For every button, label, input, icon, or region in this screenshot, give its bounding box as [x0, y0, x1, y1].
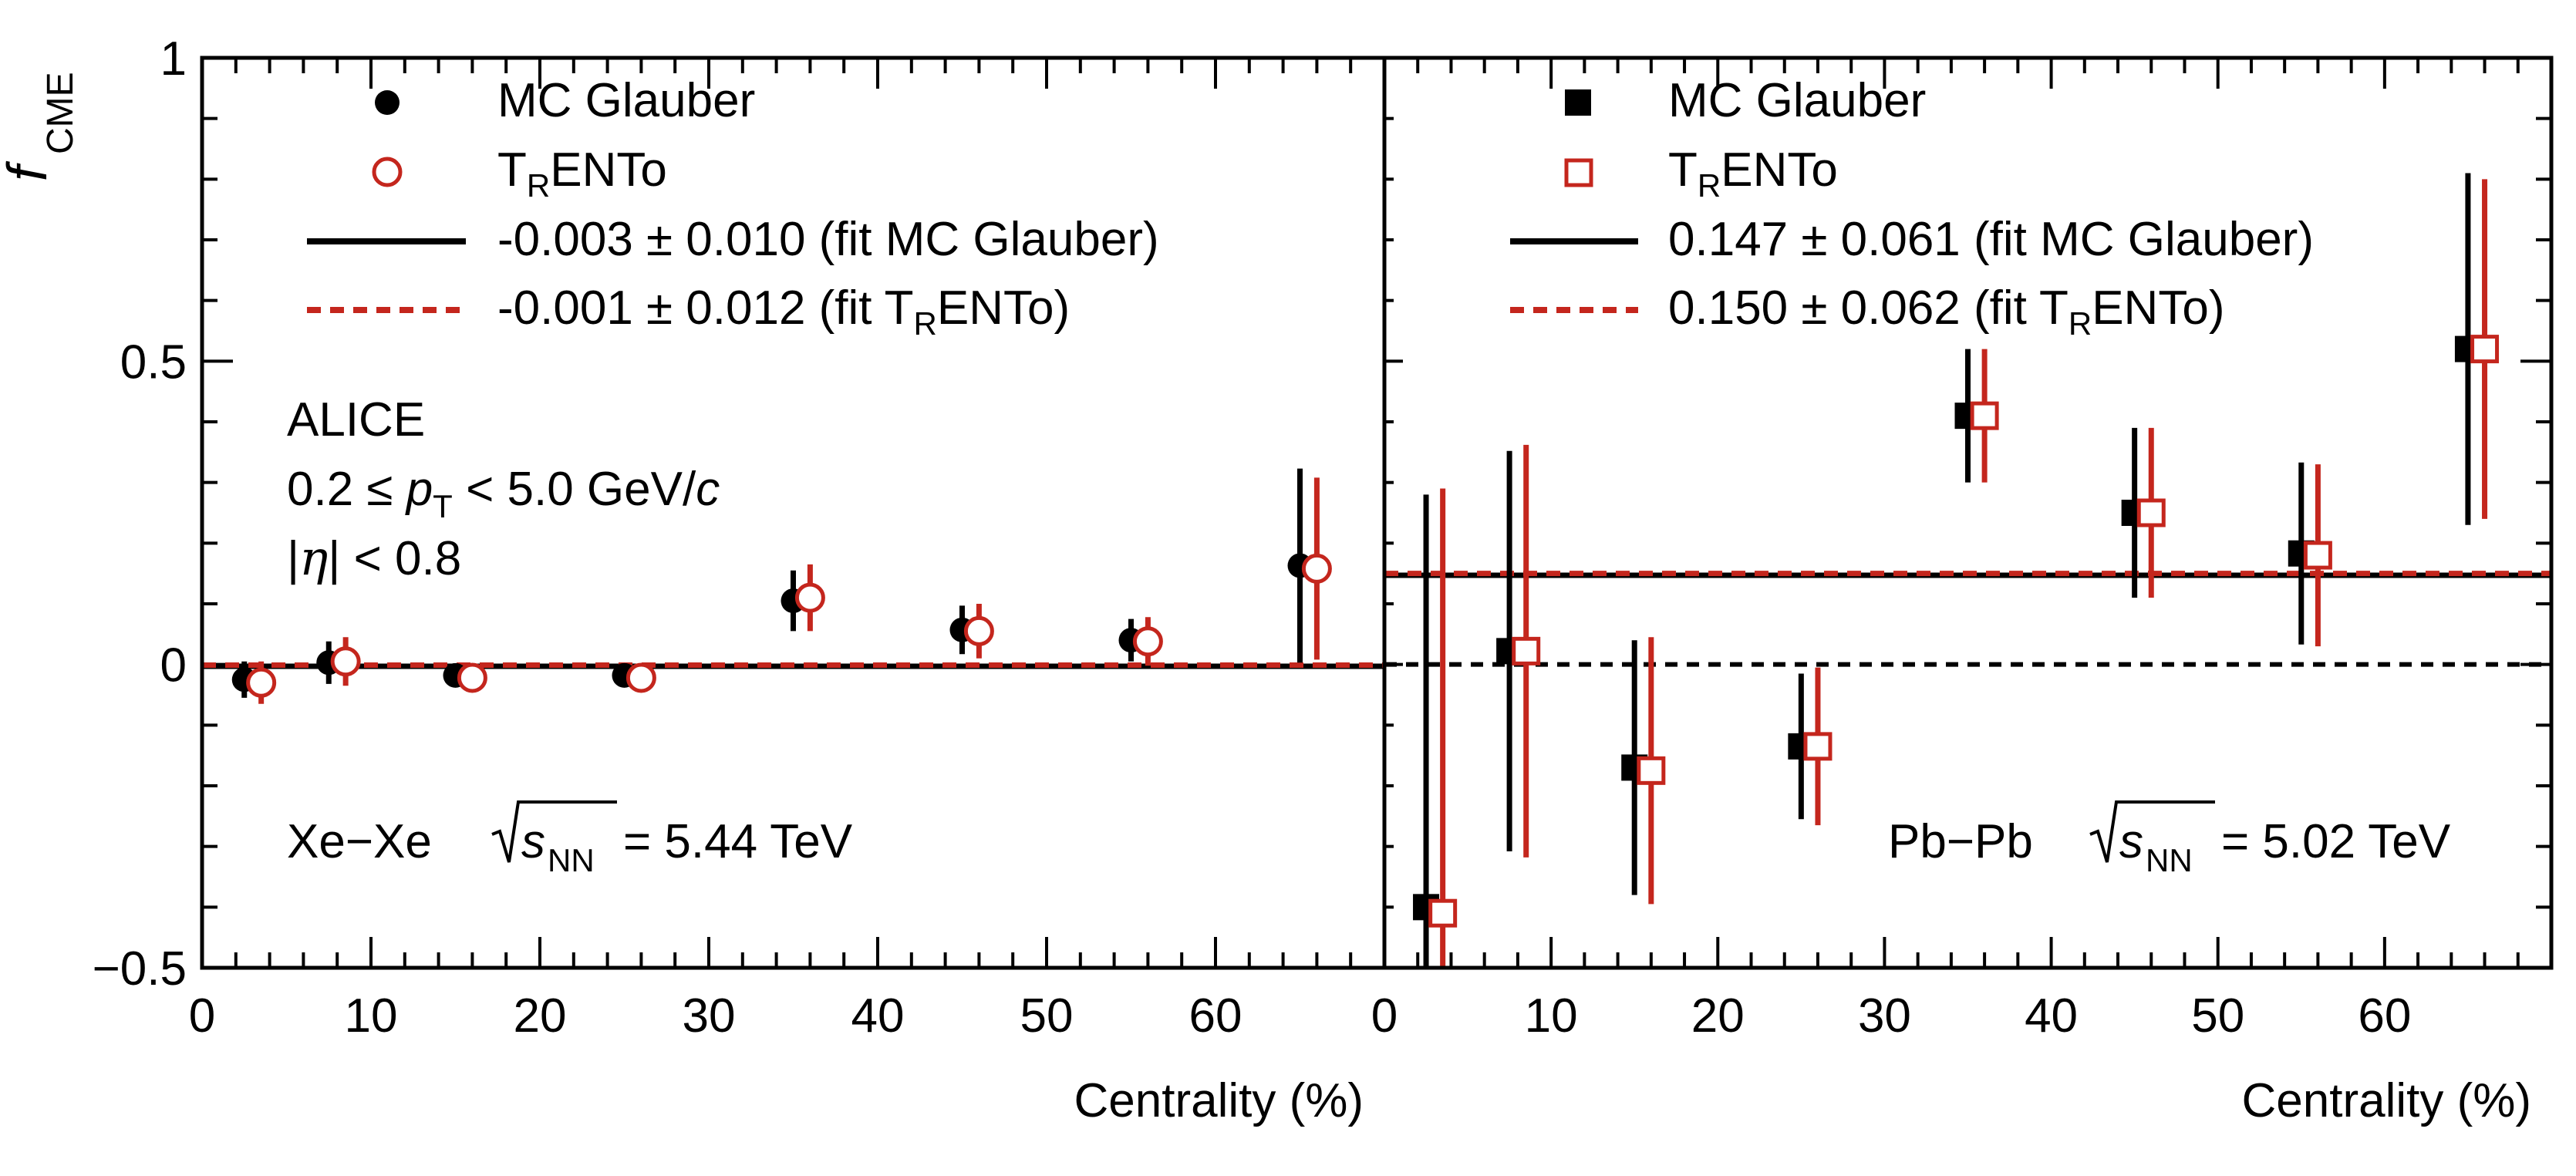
right-legend-marker-trento — [1564, 158, 1593, 187]
right-x-tick-label: 10 — [1525, 989, 1578, 1043]
right-x-tick-label: 30 — [1858, 989, 1911, 1043]
y-tick-label: 0 — [160, 639, 187, 692]
plot-frame — [200, 56, 2554, 970]
right-x-axis-label: Centrality (%) — [2241, 1074, 2531, 1127]
right-system-label: Pb−Pb s NN = 5.02 TeV — [1888, 800, 2451, 878]
left-x-tick-label: 20 — [514, 989, 567, 1043]
right-x-tick-label: 60 — [2358, 989, 2411, 1043]
right-legend-label-trento: TRENTo — [1668, 143, 1838, 204]
left-legend-marker-trento — [372, 157, 403, 187]
right-legend-label-glauber: MC Glauber — [1668, 74, 1926, 127]
left-legend: MC Glauber TRENTo -0.003 ± 0.010 (fit MC… — [307, 74, 1159, 342]
left-sqrt-icon — [491, 800, 617, 863]
experiment-label: ALICE — [287, 393, 425, 446]
right-point-trento — [1970, 401, 1999, 430]
right-legend-label-glauber-fit: 0.147 ± 0.061 (fit MC Glauber) — [1668, 213, 2314, 266]
eta-cut-label: |η| < 0.8 — [287, 530, 461, 586]
left-legend-label-trento: TRENTo — [497, 143, 667, 204]
right-legend-label-trento-fit: 0.150 ± 0.062 (fit TRENTo) — [1668, 281, 2224, 342]
right-x-tick-label: 0 — [1371, 989, 1398, 1043]
right-s-symbol: s — [2119, 815, 2143, 868]
pt-cut-label: 0.2 ≤ pT < 5.0 GeV/c — [287, 463, 720, 524]
left-legend-marker-glauber — [375, 90, 400, 115]
right-sqrt-icon — [2089, 800, 2215, 863]
left-point-trento — [330, 646, 361, 677]
left-system-label: Xe−Xe s NN = 5.44 TeV — [287, 800, 853, 878]
left-x-axis-label: Centrality (%) — [1074, 1074, 1364, 1127]
left-point-trento — [625, 662, 656, 693]
y-tick-label: −0.5 — [93, 942, 187, 996]
left-x-tick-label: 10 — [345, 989, 398, 1043]
left-x-tick-label: 30 — [683, 989, 736, 1043]
left-point-trento — [246, 667, 277, 698]
left-legend-label-glauber: MC Glauber — [497, 74, 755, 127]
left-legend-label-glauber-fit: -0.003 ± 0.010 (fit MC Glauber) — [497, 213, 1159, 266]
right-legend: MC Glauber TRENTo 0.147 ± 0.061 (fit MC … — [1510, 74, 2314, 342]
left-energy-label: = 5.44 TeV — [623, 815, 853, 868]
right-point-trento — [2303, 541, 2332, 570]
left-x-tick-label: 60 — [1189, 989, 1242, 1043]
left-legend-label-trento-fit: -0.001 ± 0.012 (fit TRENTo) — [497, 281, 1070, 342]
right-system-name: Pb−Pb — [1888, 815, 2033, 868]
y-tick-label: 0.5 — [120, 335, 187, 389]
y-axis-label-subscript: CME — [40, 72, 81, 154]
right-x-tick-label: 40 — [2025, 989, 2078, 1043]
y-axis-label: f — [0, 160, 59, 181]
left-s-symbol: s — [521, 815, 545, 868]
alice-annotation: ALICE 0.2 ≤ pT < 5.0 GeV/c |η| < 0.8 — [287, 393, 720, 586]
left-x-tick-label: 50 — [1020, 989, 1074, 1043]
right-x-tick-label: 50 — [2191, 989, 2244, 1043]
right-point-trento — [1637, 756, 1666, 785]
left-system-name: Xe−Xe — [287, 815, 432, 868]
left-point-trento — [963, 615, 994, 646]
right-x-tick-label: 20 — [1691, 989, 1745, 1043]
right-point-trento — [2136, 498, 2166, 527]
left-point-trento — [1301, 553, 1332, 584]
left-nn-subscript: NN — [548, 842, 595, 878]
left-x-tick-label: 40 — [851, 989, 905, 1043]
right-point-trento — [1512, 636, 1541, 666]
right-energy-label: = 5.02 TeV — [2221, 815, 2451, 868]
left-x-tick-label: 0 — [189, 989, 215, 1043]
right-point-trento — [1803, 732, 1833, 761]
y-tick-label: 1 — [160, 32, 187, 86]
right-legend-marker-glauber — [1565, 89, 1591, 116]
left-point-trento — [794, 582, 825, 613]
right-nn-subscript: NN — [2146, 842, 2193, 878]
left-point-trento — [1132, 626, 1163, 657]
right-point-trento — [2470, 335, 2500, 364]
left-point-trento — [457, 662, 487, 693]
right-point-trento — [1428, 898, 1458, 928]
